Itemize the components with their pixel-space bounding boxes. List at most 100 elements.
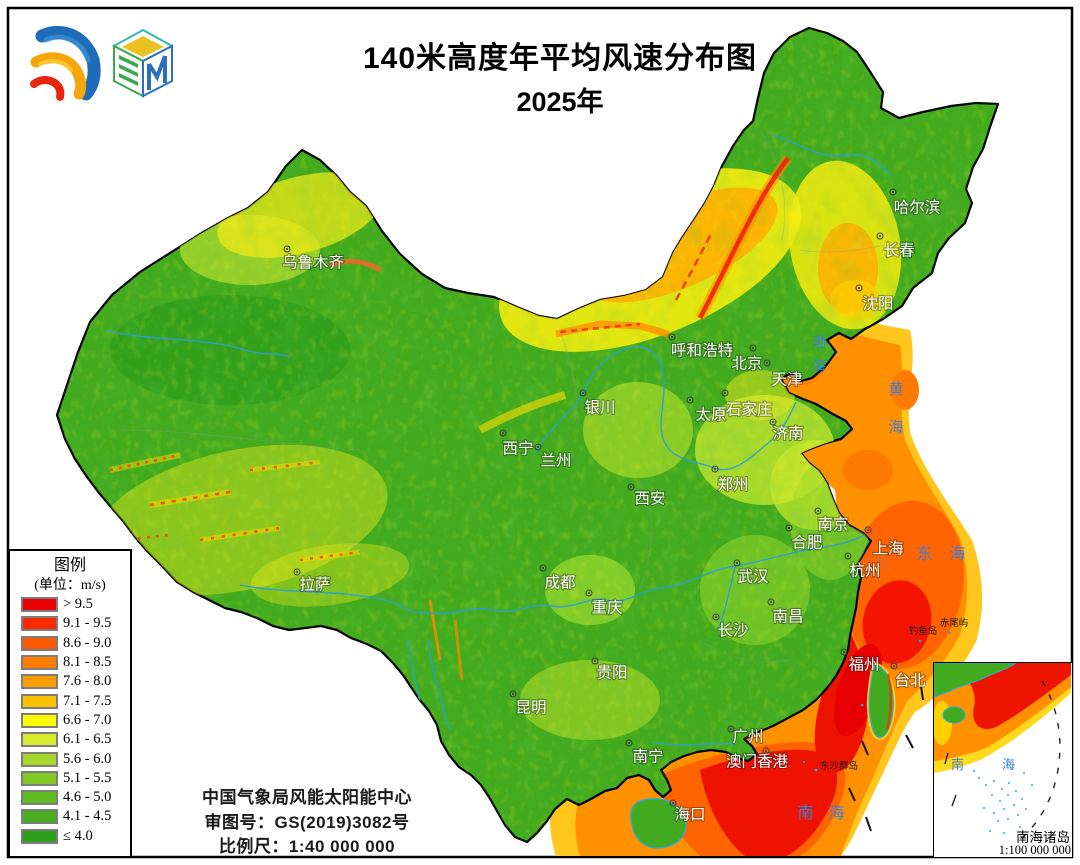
map-scale: 比例尺：1:40 000 000 <box>218 837 396 856</box>
city-marker <box>669 799 677 807</box>
legend-label: 7.6 - 8.0 <box>63 673 112 690</box>
city-marker <box>711 465 719 473</box>
hainan-island <box>630 798 687 849</box>
inset-island-dots <box>973 770 1033 834</box>
city-marker <box>539 564 547 572</box>
em-cube-logo-icon <box>111 28 175 98</box>
city-label: 石家庄 <box>726 401 773 419</box>
city-label: 西安 <box>634 490 665 508</box>
city-label: 昆明 <box>515 700 546 717</box>
city-label: 呼和浩特 <box>671 342 733 360</box>
islet-dot <box>993 812 995 814</box>
legend-label: 6.6 - 7.0 <box>63 711 112 728</box>
legend-row: 7.6 - 8.0 <box>10 672 130 691</box>
islet-dot <box>1003 808 1005 810</box>
legend-label: 7.1 - 7.5 <box>63 692 112 709</box>
islet-dot <box>999 800 1001 802</box>
islet-dot <box>1008 782 1010 784</box>
sea-boundary-dashes <box>848 685 924 832</box>
city-label: 兰州 <box>540 452 571 470</box>
city-marker <box>840 648 848 656</box>
taiwan-island <box>866 663 896 740</box>
city-marker <box>509 690 517 698</box>
city-marker <box>727 725 735 733</box>
city-label: 济南 <box>772 425 803 443</box>
legend-label: 8.6 - 9.0 <box>63 634 112 651</box>
legend-label: 6.1 - 6.5 <box>63 731 112 748</box>
legend-row: 6.1 - 6.5 <box>10 730 130 749</box>
legend-row: ≤ 4.0 <box>10 827 130 846</box>
city-marker <box>785 524 793 532</box>
city-marker <box>591 657 599 665</box>
city-marker <box>890 662 898 670</box>
legend-row: 5.1 - 5.5 <box>10 769 130 788</box>
islet-dot <box>1023 772 1025 774</box>
island-label: 东沙群岛 <box>820 760 858 772</box>
city-label: 南昌 <box>772 608 803 626</box>
inset-map: 南海 南海诸岛 1:100 000 000 <box>934 663 1071 857</box>
islet-dot <box>1021 798 1023 800</box>
city-marker <box>721 389 729 397</box>
city-marker <box>814 507 822 515</box>
legend-swatch <box>21 751 58 767</box>
city-label: 合肥 <box>791 534 822 552</box>
islet-dot <box>989 830 991 832</box>
legend-row: 8.1 - 8.5 <box>10 653 130 672</box>
legend-row: > 9.5 <box>10 595 130 614</box>
inset-sea-bands <box>934 663 1071 773</box>
legend-swatch <box>21 597 58 613</box>
city-label: 成都 <box>544 574 575 592</box>
city-marker <box>769 418 777 426</box>
islet-dot <box>1025 808 1027 810</box>
city-label: 拉萨 <box>299 576 330 594</box>
cma-wind-solar-center-logo-icon <box>30 25 101 101</box>
city-label: 贵阳 <box>596 664 627 682</box>
inset-name-label: 南海诸岛 <box>1016 830 1070 845</box>
legend-row: 7.1 - 7.5 <box>10 691 130 710</box>
city-marker <box>889 188 897 196</box>
city-label: 天津 <box>771 371 802 389</box>
sea-label: 黄海 <box>888 381 903 436</box>
islet-dot <box>1017 814 1019 816</box>
legend-title: 图例 <box>53 557 86 574</box>
city-label: 杭州 <box>849 562 880 580</box>
islet-dot <box>985 784 987 786</box>
islet-dot <box>983 807 985 809</box>
small-islands <box>802 558 952 772</box>
city-marker <box>668 333 676 341</box>
city-label: 南京 <box>817 516 848 534</box>
sea-label: 南海 <box>797 804 859 822</box>
inset-nine-dash-line <box>944 680 1061 843</box>
islet-dot <box>991 794 993 796</box>
inset-land <box>934 663 1017 724</box>
islet-dot <box>1013 804 1015 806</box>
legend-swatch <box>21 693 58 709</box>
islet-dot <box>1031 784 1033 786</box>
city-label: 银川 <box>584 399 615 417</box>
city-marker <box>763 359 771 367</box>
city-marker <box>844 552 852 560</box>
legend-row: 9.1 - 9.5 <box>10 614 130 633</box>
islet-dot <box>1001 788 1003 790</box>
header-logos <box>20 18 200 110</box>
city-label: 乌鲁木齐 <box>282 254 344 272</box>
islet-dot <box>997 820 999 822</box>
city-label: 武汉 <box>737 568 769 586</box>
sea-label: 东海 <box>916 545 982 563</box>
city-marker <box>625 739 633 747</box>
city-label: 南宁 <box>632 748 663 766</box>
sea-label: 渤海 <box>812 335 826 375</box>
legend-swatch <box>21 635 58 651</box>
city-label: 台北 <box>894 672 926 690</box>
city-label: 长沙 <box>717 622 748 640</box>
producer-org: 中国气象局风能太阳能中心 <box>202 788 412 807</box>
island-label: 钓鱼岛 <box>909 625 938 637</box>
legend-swatch <box>21 809 58 825</box>
legend-row: 4.6 - 5.0 <box>10 788 130 807</box>
legend-label: ≤ 4.0 <box>63 827 93 844</box>
city-marker <box>499 429 507 437</box>
legend-row: 5.6 - 6.0 <box>10 749 130 768</box>
legend-swatch <box>21 790 58 806</box>
